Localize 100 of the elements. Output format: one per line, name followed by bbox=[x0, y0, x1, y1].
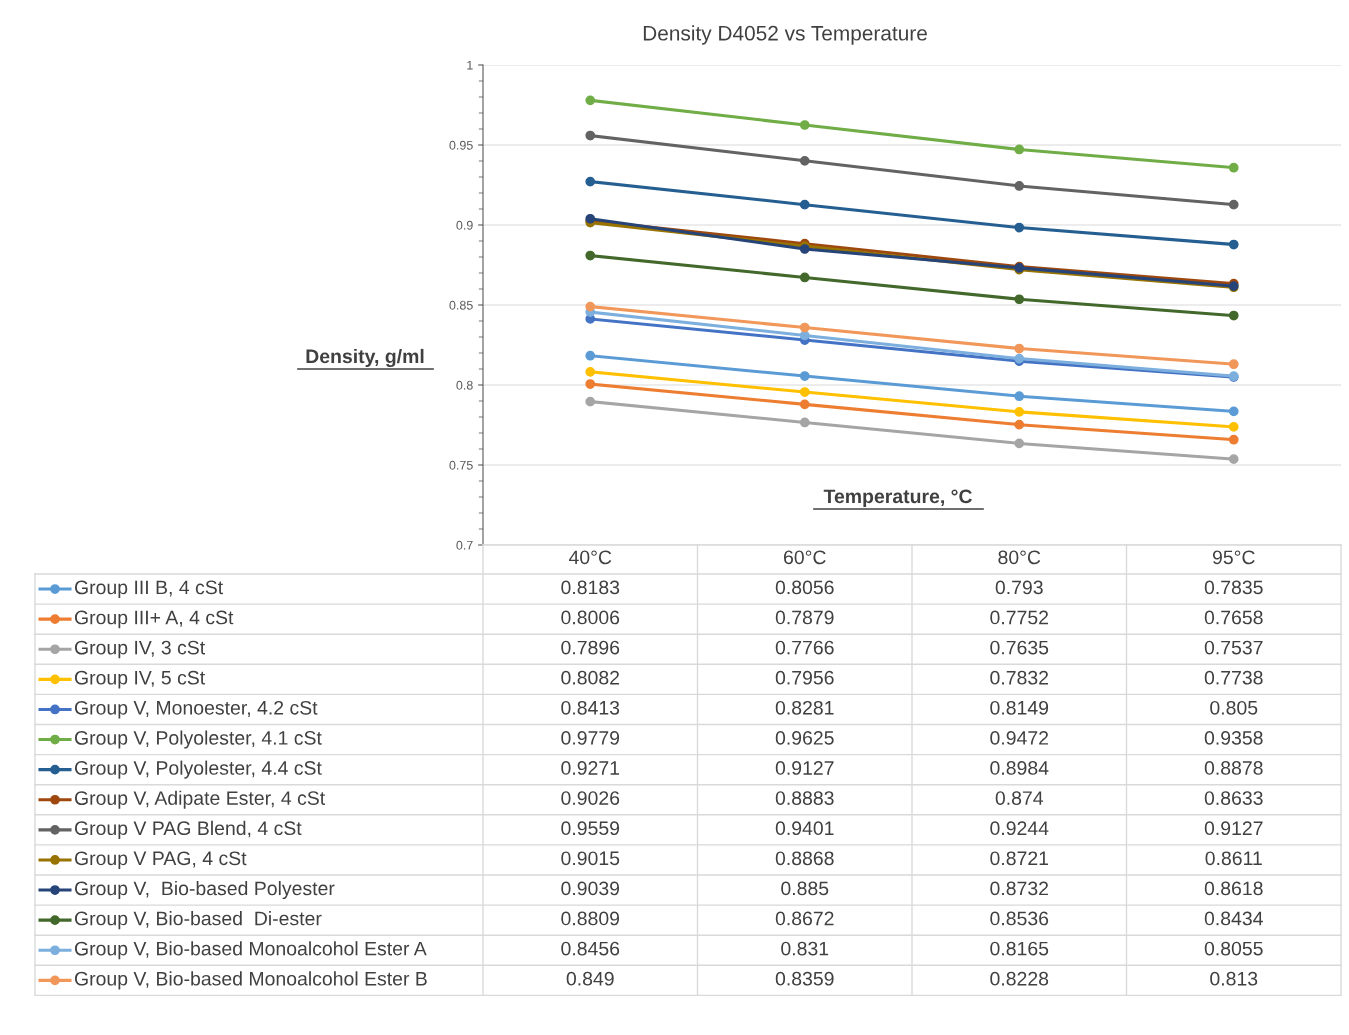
legend-label: Group V, Polyolester, 4.1 cSt bbox=[74, 730, 322, 749]
data-label: 0.7835 bbox=[1204, 580, 1263, 595]
data-label: 0.8633 bbox=[1204, 791, 1263, 805]
point bbox=[1014, 391, 1025, 402]
point bbox=[799, 155, 810, 166]
y-tick-label: 0.9 bbox=[456, 220, 473, 230]
data-label: 0.9358 bbox=[1204, 731, 1263, 745]
point bbox=[799, 322, 810, 333]
point bbox=[1228, 454, 1239, 464]
data-label: 0.885 bbox=[781, 881, 829, 896]
data-label: 0.8183 bbox=[561, 580, 620, 595]
data-label: 0.874 bbox=[995, 791, 1044, 805]
point bbox=[799, 371, 810, 381]
y-tick-label: 1 bbox=[467, 60, 473, 70]
data-label: 0.9472 bbox=[990, 731, 1049, 745]
data-label: 0.9779 bbox=[561, 731, 620, 745]
data-label: 0.8732 bbox=[990, 881, 1049, 896]
legend-label: Group V, Bio-based Monoalcohol Ester B bbox=[74, 971, 427, 990]
data-label: 0.8456 bbox=[561, 941, 620, 956]
x-tick-label: 60°C bbox=[784, 550, 826, 565]
data-label: 0.8672 bbox=[775, 911, 834, 926]
point bbox=[585, 350, 596, 361]
point bbox=[585, 367, 596, 377]
legend-label: Group V, Monoester, 4.2 cSt bbox=[74, 700, 318, 719]
data-label: 0.9127 bbox=[1204, 821, 1263, 836]
data-label: 0.8611 bbox=[1205, 851, 1262, 866]
legend-label: Group V, Bio-based Di-ester bbox=[74, 911, 322, 930]
point bbox=[1014, 181, 1025, 191]
point bbox=[1014, 438, 1025, 449]
data-label: 0.7738 bbox=[1204, 670, 1263, 685]
point bbox=[1228, 239, 1239, 250]
data-label: 0.9127 bbox=[775, 761, 834, 775]
data-label: 0.793 bbox=[995, 580, 1043, 595]
y-tick-label: 0.75 bbox=[449, 460, 473, 470]
data-label: 0.7956 bbox=[775, 670, 834, 685]
data-label: 0.7752 bbox=[990, 610, 1049, 625]
point bbox=[1014, 144, 1025, 155]
data-label: 0.8281 bbox=[775, 700, 834, 715]
point bbox=[585, 95, 596, 106]
data-label: 0.7896 bbox=[561, 640, 620, 655]
data-label: 0.8536 bbox=[990, 911, 1049, 926]
data-label: 0.849 bbox=[566, 971, 614, 986]
x-tick-label: 95°C bbox=[1212, 550, 1255, 565]
point bbox=[585, 379, 596, 389]
point bbox=[1228, 359, 1239, 370]
data-label: 0.9039 bbox=[561, 881, 620, 896]
point bbox=[799, 417, 810, 428]
point bbox=[799, 399, 810, 410]
data-label: 0.8359 bbox=[775, 971, 834, 986]
data-label: 0.8056 bbox=[775, 580, 834, 595]
point bbox=[799, 330, 810, 341]
point bbox=[1014, 419, 1025, 430]
legend-label: Group V, Bio-based Monoalcohol Ester A bbox=[74, 941, 427, 960]
y-tick-label: 0.8 bbox=[456, 380, 473, 390]
data-label: 0.9244 bbox=[990, 821, 1049, 836]
data-label: 0.831 bbox=[781, 941, 829, 956]
legend-label: Group IV, 3 cSt bbox=[74, 640, 206, 659]
legend-label: Group V PAG, 4 cSt bbox=[74, 851, 247, 870]
data-label: 0.8878 bbox=[1204, 761, 1263, 775]
data-label: 0.9015 bbox=[561, 851, 620, 866]
point bbox=[1014, 294, 1025, 305]
data-label: 0.8434 bbox=[1204, 911, 1263, 926]
data-label: 0.8721 bbox=[990, 851, 1049, 866]
data-label: 0.8868 bbox=[775, 851, 834, 866]
data-label: 0.8082 bbox=[561, 670, 620, 685]
legend-label: Group V, Bio-based Polyester bbox=[74, 880, 335, 900]
data-label: 0.813 bbox=[1210, 971, 1258, 986]
legend-label: Group V, Adipate Ester, 4 cSt bbox=[74, 790, 326, 809]
y-tick-label: 0.7 bbox=[456, 540, 473, 550]
point bbox=[1228, 406, 1239, 417]
point bbox=[585, 176, 596, 187]
data-label: 0.9026 bbox=[561, 791, 620, 805]
data-label: 0.8006 bbox=[561, 610, 620, 625]
point bbox=[585, 396, 596, 407]
data-label: 0.9401 bbox=[775, 821, 834, 836]
data-label: 0.7658 bbox=[1204, 610, 1263, 625]
point bbox=[585, 130, 596, 141]
data-label: 0.8883 bbox=[775, 791, 834, 805]
data-label: 0.805 bbox=[1210, 700, 1258, 715]
legend-label: Group V PAG Blend, 4 cSt bbox=[74, 820, 302, 839]
y-axis-title: Density, g/ml bbox=[306, 348, 424, 368]
point bbox=[585, 250, 596, 261]
point bbox=[799, 272, 810, 283]
data-label: 0.9559 bbox=[561, 821, 620, 836]
x-tick-label: 80°C bbox=[998, 550, 1041, 565]
legend-label: Group III+ A, 4 cSt bbox=[74, 610, 234, 629]
x-tick-label: 40°C bbox=[568, 550, 612, 565]
data-label: 0.7635 bbox=[990, 640, 1049, 655]
chart-title: Density D4052 vs Temperature bbox=[643, 25, 927, 45]
point bbox=[1228, 434, 1239, 445]
data-label: 0.8618 bbox=[1204, 881, 1263, 896]
y-tick-label: 0.95 bbox=[449, 140, 473, 150]
point bbox=[1228, 310, 1239, 321]
point bbox=[1228, 162, 1239, 173]
legend-label: Group V, Polyolester, 4.4 cSt bbox=[74, 760, 322, 779]
y-tick-label: 0.85 bbox=[449, 300, 473, 310]
point bbox=[1014, 343, 1025, 354]
data-label: 0.9271 bbox=[561, 761, 620, 775]
legend-label: Group III B, 4 cSt bbox=[74, 580, 223, 599]
data-label: 0.8984 bbox=[990, 761, 1049, 775]
